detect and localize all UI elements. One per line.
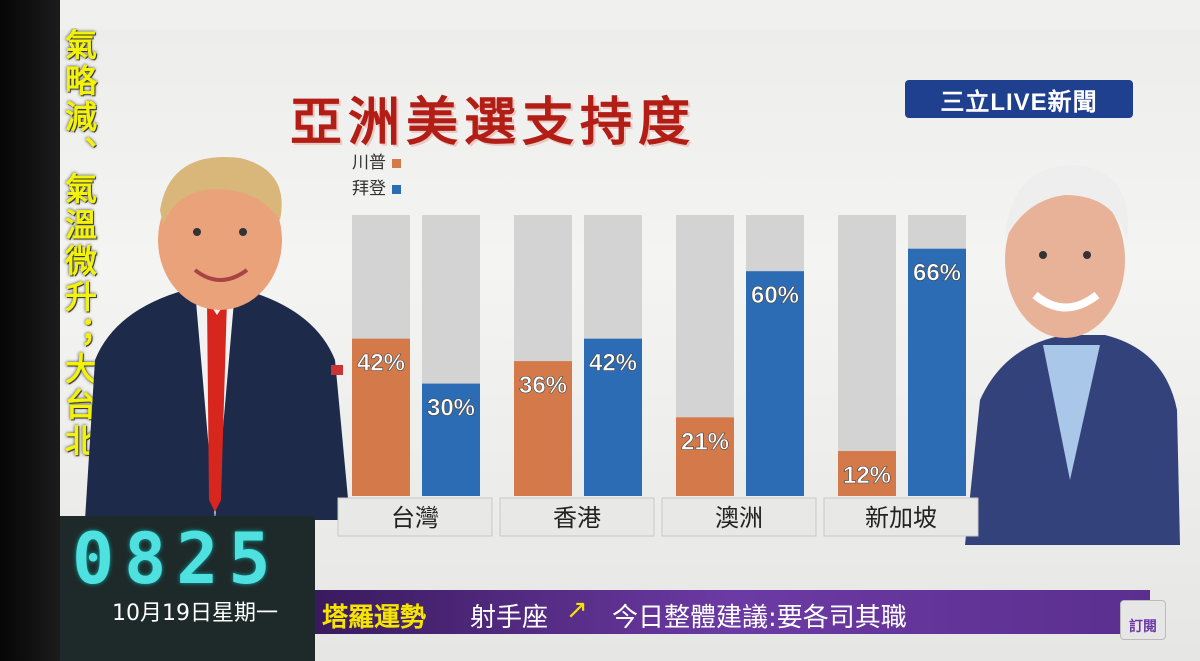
category-box	[823, 497, 979, 537]
crawl-label: 塔羅運勢	[322, 603, 427, 633]
side-news-ticker: 氣略減、氣溫微升；大台北	[62, 28, 98, 460]
crawl-zodiac-sign: 射手座	[470, 603, 549, 633]
bar-trump-1	[514, 361, 572, 496]
category-label-1: 香港	[553, 504, 601, 532]
legend-item-biden: 拜登	[352, 176, 401, 202]
legend-item-trump: 川普	[352, 150, 401, 176]
bar-trump-0	[352, 338, 410, 496]
category-label-0: 台灣	[391, 504, 439, 532]
category-label-3: 新加坡	[865, 504, 937, 532]
data-label-trump-0: 42%	[357, 350, 405, 377]
tv-bezel	[0, 0, 60, 661]
data-label-trump-1: 36%	[519, 372, 567, 399]
bar-biden-2	[746, 271, 804, 496]
category-box	[499, 497, 655, 537]
category-box	[661, 497, 817, 537]
sagittarius-arrow-icon: ↗	[566, 595, 588, 625]
crawl-text: 今日整體建議:要各司其職	[612, 603, 907, 633]
chart-title: 亞洲美選支持度	[290, 93, 697, 153]
bar-biden-1	[584, 338, 642, 496]
legend-label-trump: 川普	[352, 153, 386, 173]
trump-photo	[75, 140, 355, 520]
bar-biden-0	[422, 383, 480, 496]
data-label-biden-2: 60%	[751, 282, 799, 309]
bar-biden-3	[908, 248, 966, 496]
subscribe-button[interactable]: 訂閱	[1120, 600, 1166, 640]
category-label-2: 澳洲	[715, 504, 763, 532]
bar-trump-3	[838, 451, 896, 496]
bottom-crawl-bar	[315, 590, 1150, 634]
channel-logo: 三立LIVE新聞	[905, 80, 1133, 118]
data-label-biden-1: 42%	[589, 350, 637, 377]
bar-track	[838, 215, 896, 496]
clock-panel	[60, 516, 315, 661]
category-box	[337, 497, 493, 537]
data-label-biden-3: 66%	[913, 260, 961, 287]
data-label-biden-0: 30%	[427, 395, 475, 422]
legend-label-biden: 拜登	[352, 179, 386, 199]
legend-swatch-biden	[392, 184, 401, 194]
chart-legend: 川普 拜登	[352, 150, 401, 202]
biden-photo	[965, 150, 1180, 545]
top-band	[60, 0, 1200, 30]
date-display: 10月19日星期一	[112, 601, 278, 626]
data-label-trump-3: 12%	[843, 462, 891, 489]
legend-swatch-trump	[392, 158, 401, 168]
bar-trump-2	[676, 417, 734, 496]
time-display: 0825	[72, 518, 281, 600]
data-label-trump-2: 21%	[681, 428, 729, 455]
